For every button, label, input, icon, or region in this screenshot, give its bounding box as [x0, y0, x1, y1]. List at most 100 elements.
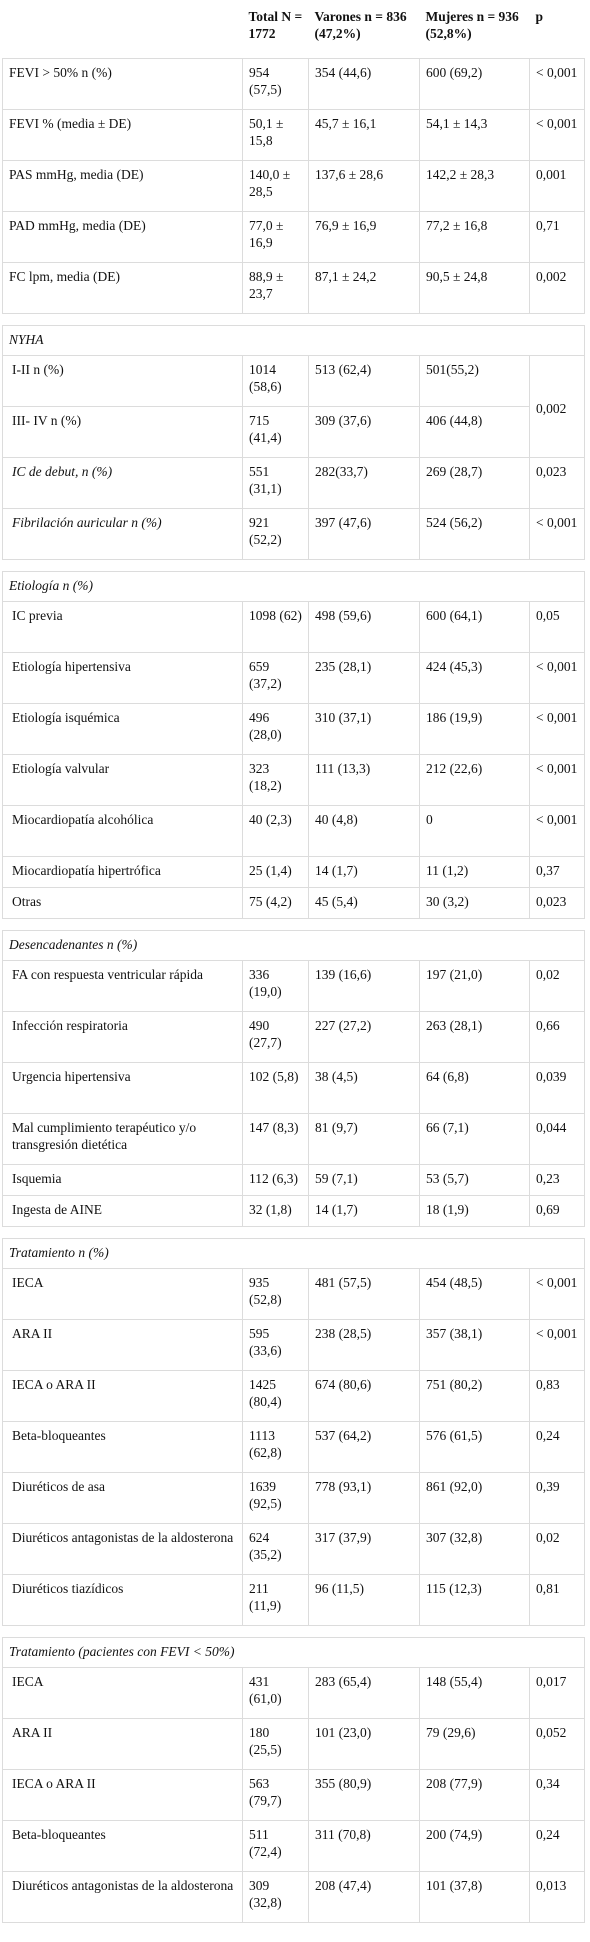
- data-row: Etiología valvular 323 (18,2) 111 (13,3) 21…: [2, 753, 585, 806]
- data-row: PAS mmHg, media (DE) 140,0 ± 28,5 137,6 ± …: [2, 159, 585, 212]
- row-label: ARA II: [2, 1717, 243, 1770]
- varones-cell: 111 (13,3): [308, 753, 420, 806]
- mujeres-cell: 197 (21,0): [419, 959, 530, 1012]
- spacer-row: [2, 312, 585, 326]
- varones-cell: 674 (80,6): [308, 1369, 420, 1422]
- total-cell: 935 (52,8): [242, 1267, 309, 1320]
- row-label: ARA II: [2, 1318, 243, 1371]
- total-cell: 1098 (62): [242, 600, 309, 653]
- varones-cell: 309 (37,6): [308, 405, 420, 458]
- data-row: Ingesta de AINE 32 (1,8) 14 (1,7) 18 (1,9) 0…: [2, 1194, 585, 1227]
- spacer-row: [2, 917, 585, 931]
- p-cell: < 0,001: [529, 651, 585, 704]
- total-cell: 40 (2,3): [242, 804, 309, 857]
- row-label: IECA: [2, 1267, 243, 1320]
- data-row: Diuréticos antagonistas de la aldosteron…: [2, 1870, 585, 1923]
- data-row: IECA 935 (52,8) 481 (57,5) 454 (48,5) < 0,00…: [2, 1267, 585, 1320]
- p-cell: < 0,001: [529, 753, 585, 806]
- mujeres-cell: 454 (48,5): [419, 1267, 530, 1320]
- data-row: ARA II 180 (25,5) 101 (23,0) 79 (29,6) 0,052: [2, 1717, 585, 1770]
- p-cell: 0,052: [529, 1717, 585, 1770]
- row-label: PAS mmHg, media (DE): [2, 159, 243, 212]
- mujeres-cell: 66 (7,1): [419, 1112, 530, 1165]
- mujeres-cell: 11 (1,2): [419, 855, 530, 888]
- total-cell: 496 (28,0): [242, 702, 309, 755]
- p-cell: < 0,001: [529, 702, 585, 755]
- row-label: Otras: [2, 886, 243, 919]
- p-cell: 0,23: [529, 1163, 585, 1196]
- row-label: Diuréticos tiazídicos: [2, 1573, 243, 1626]
- row-label: Miocardiopatía hipertrófica: [2, 855, 243, 888]
- row-label: Isquemia: [2, 1163, 243, 1196]
- row-label: Infección respiratoria: [2, 1010, 243, 1063]
- mujeres-cell: 357 (38,1): [419, 1318, 530, 1371]
- total-cell: 1113 (62,8): [242, 1420, 309, 1473]
- row-label: Miocardiopatía alcohólica: [2, 804, 243, 857]
- row-label: Etiología valvular: [2, 753, 243, 806]
- p-cell: < 0,001: [529, 108, 585, 161]
- p-cell: 0,71: [529, 210, 585, 263]
- p-cell: 0,002: [529, 261, 585, 314]
- row-label: Mal cumplimiento terapéutico y/o transgr…: [2, 1112, 243, 1165]
- p-cell: 0,02: [529, 1522, 585, 1575]
- total-cell: 211 (11,9): [242, 1573, 309, 1626]
- mujeres-cell: 53 (5,7): [419, 1163, 530, 1196]
- mujeres-cell: 101 (37,8): [419, 1870, 530, 1923]
- varones-cell: 354 (44,6): [308, 57, 420, 110]
- row-label: Diuréticos de asa: [2, 1471, 243, 1524]
- mujeres-cell: 263 (28,1): [419, 1010, 530, 1063]
- data-row: Diuréticos de asa 1639 (92,5) 778 (93,1) 86…: [2, 1471, 585, 1524]
- data-row: Beta-bloqueantes 1113 (62,8) 537 (64,2) 576…: [2, 1420, 585, 1473]
- row-label: IECA o ARA II: [2, 1768, 243, 1821]
- row-label: Etiología hipertensiva: [2, 651, 243, 704]
- varones-cell: 778 (93,1): [308, 1471, 420, 1524]
- row-label: I-II n (%): [2, 354, 243, 407]
- total-cell: 88,9 ± 23,7: [242, 261, 309, 314]
- varones-cell: 238 (28,5): [308, 1318, 420, 1371]
- p-cell: 0,69: [529, 1194, 585, 1227]
- p-cell: 0,02: [529, 959, 585, 1012]
- mujeres-cell: 212 (22,6): [419, 753, 530, 806]
- data-row: Isquemia 112 (6,3) 59 (7,1) 53 (5,7) 0,23: [2, 1163, 585, 1196]
- section-label: Desencadenantes n (%): [2, 929, 585, 961]
- data-row: Miocardiopatía alcohólica 40 (2,3) 40 (4,8…: [2, 804, 585, 857]
- total-cell: 147 (8,3): [242, 1112, 309, 1165]
- p-cell: 0,05: [529, 600, 585, 653]
- total-cell: 25 (1,4): [242, 855, 309, 888]
- total-cell: 112 (6,3): [242, 1163, 309, 1196]
- mujeres-cell: 406 (44,8): [419, 405, 530, 458]
- total-cell: 715 (41,4): [242, 405, 309, 458]
- varones-cell: 45 (5,4): [308, 886, 420, 919]
- mujeres-cell: 424 (45,3): [419, 651, 530, 704]
- varones-cell: 76,9 ± 16,9: [308, 210, 420, 263]
- table-body: FEVI > 50% n (%) 954 (57,5) 354 (44,6) 600 …: [2, 57, 585, 1923]
- row-label: Ingesta de AINE: [2, 1194, 243, 1227]
- mujeres-cell: 54,1 ± 14,3: [419, 108, 530, 161]
- varones-cell: 282(33,7): [308, 456, 420, 509]
- mujeres-cell: 751 (80,2): [419, 1369, 530, 1422]
- varones-cell: 38 (4,5): [308, 1061, 420, 1114]
- data-row: ARA II 595 (33,6) 238 (28,5) 357 (38,1) < 0,…: [2, 1318, 585, 1371]
- p-cell: 0,66: [529, 1010, 585, 1063]
- mujeres-cell: 77,2 ± 16,8: [419, 210, 530, 263]
- total-cell: 309 (32,8): [242, 1870, 309, 1923]
- data-table: Total N = 1772 Varones n = 836 (47,2%) M…: [2, 0, 585, 1923]
- varones-cell: 139 (16,6): [308, 959, 420, 1012]
- header-row: Total N = 1772 Varones n = 836 (47,2%) M…: [2, 0, 585, 59]
- varones-cell: 45,7 ± 16,1: [308, 108, 420, 161]
- p-cell: 0,013: [529, 1870, 585, 1923]
- data-row: FEVI % (media ± DE) 50,1 ± 15,8 45,7 ± 16,…: [2, 108, 585, 161]
- row-label: IECA o ARA II: [2, 1369, 243, 1422]
- varones-cell: 498 (59,6): [308, 600, 420, 653]
- p-cell: 0,023: [529, 886, 585, 919]
- total-cell: 1014 (58,6): [242, 354, 309, 407]
- mujeres-cell: 186 (19,9): [419, 702, 530, 755]
- total-cell: 180 (25,5): [242, 1717, 309, 1770]
- varones-cell: 311 (70,8): [308, 1819, 420, 1872]
- header-cell: p: [529, 0, 585, 59]
- data-row: FEVI > 50% n (%) 954 (57,5) 354 (44,6) 600 …: [2, 57, 585, 110]
- data-row: Urgencia hipertensiva 102 (5,8) 38 (4,5) 64…: [2, 1061, 585, 1114]
- spacer-row: [2, 1624, 585, 1638]
- spacer-row: [2, 558, 585, 572]
